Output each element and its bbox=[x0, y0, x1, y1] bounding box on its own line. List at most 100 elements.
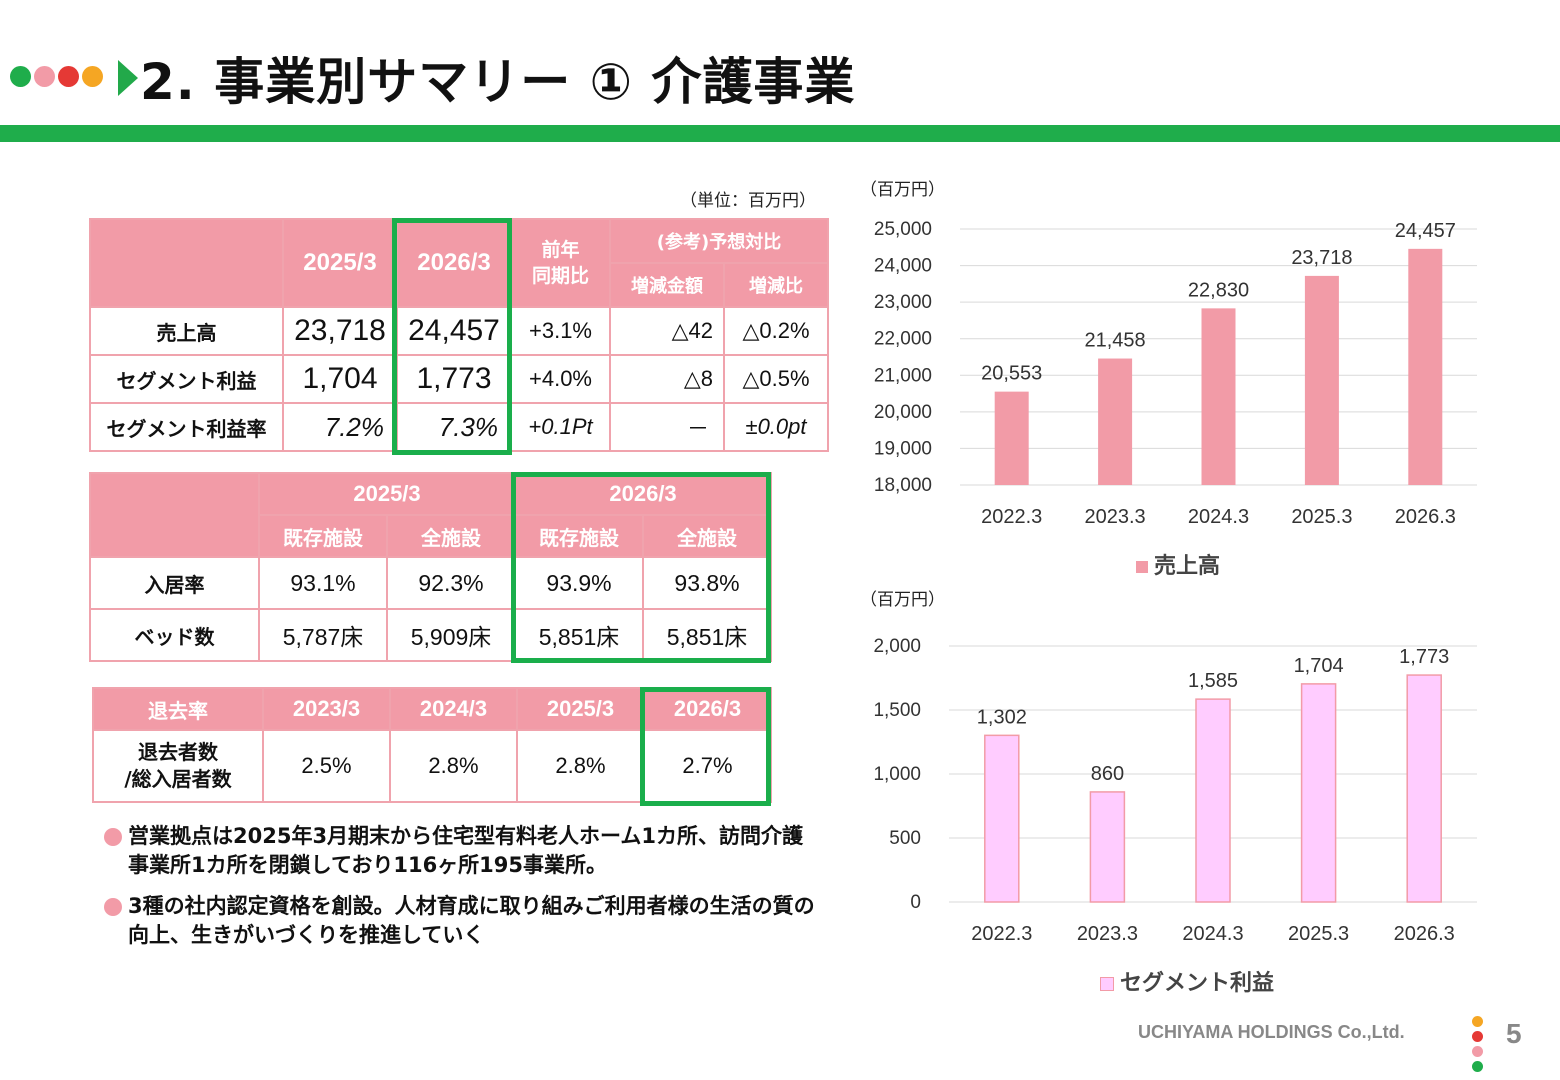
legend-swatch-icon bbox=[1100, 977, 1114, 991]
col-yoy: 前年 同期比 bbox=[510, 218, 611, 308]
bar bbox=[1408, 248, 1443, 485]
data-label: 1,585 bbox=[1188, 670, 1238, 692]
row-label: 売上高 bbox=[89, 306, 284, 356]
x-tick-label: 2025.3 bbox=[1291, 506, 1352, 528]
col-diff-ratio: 増減比 bbox=[722, 262, 830, 308]
value-cell: 2.8% bbox=[516, 729, 645, 803]
red-dot-icon bbox=[1472, 1031, 1483, 1042]
legend-swatch-icon bbox=[1136, 561, 1148, 573]
table-row: 退去者数 /総入居者数 2.5% 2.8% 2.8% 2.7% bbox=[92, 729, 772, 803]
value-cell: 93.8% bbox=[642, 556, 773, 610]
bar bbox=[1098, 358, 1133, 485]
x-tick-label: 2026.3 bbox=[1394, 923, 1455, 945]
company-name: UCHIYAMA HOLDINGS Co.,Ltd. bbox=[1138, 1022, 1405, 1042]
moveout-table: 退去率 2023/3 2024/3 2025/3 2026/3 退去者数 /総入… bbox=[92, 687, 772, 803]
value-cell: 2.8% bbox=[389, 729, 518, 803]
value-cell: +3.1% bbox=[510, 306, 611, 356]
bar bbox=[1089, 791, 1126, 903]
value-cell: 93.1% bbox=[258, 556, 388, 610]
y-tick-label: 19,000 bbox=[874, 438, 932, 459]
footer-dots bbox=[1472, 1016, 1484, 1074]
summary-table: 2025/3 2026/3 前年 同期比 (参考)予想対比 増減金額 増減比 売… bbox=[89, 218, 830, 452]
value-cell: △0.2% bbox=[722, 306, 830, 356]
y-tick-label: 500 bbox=[889, 828, 921, 849]
arrow-right-icon bbox=[118, 60, 138, 96]
chart-legend: 売上高 bbox=[1136, 548, 1220, 580]
sales-bar-chart: 18,000 19,000 20,000 21,000 22,000 23,000 24,0… bbox=[874, 219, 1477, 528]
col-2026: 2026/3 bbox=[514, 472, 773, 516]
value-cell: +4.0% bbox=[510, 354, 611, 404]
bullet-item: 営業拠点は2025年3月期末から住宅型有料老人ホーム1カ所、訪問介護事業所1カ所… bbox=[104, 822, 824, 880]
y-tick-label: 0 bbox=[910, 892, 921, 913]
y-tick-label: 24,000 bbox=[874, 256, 932, 277]
orange-dot-icon bbox=[1472, 1016, 1483, 1027]
col-year: 2023/3 bbox=[262, 687, 391, 731]
value-cell: 1,704 bbox=[282, 354, 398, 404]
col-2026: 2026/3 bbox=[396, 218, 512, 308]
value-cell: － bbox=[609, 402, 725, 452]
value-cell: ±0.0pt bbox=[722, 402, 830, 452]
bullet-dot-icon bbox=[104, 898, 122, 916]
profit-bar-chart: 0 500 1,000 1,500 2,000 1,302 2022.3 860 2023.3 1… bbox=[873, 636, 1477, 945]
value-cell: 5,851床 bbox=[642, 608, 773, 662]
data-label: 1,302 bbox=[977, 706, 1027, 728]
table-row: セグメント利益率 7.2% 7.3% +0.1Pt － ±0.0pt bbox=[89, 402, 830, 452]
pink-dot-icon bbox=[1472, 1046, 1483, 1057]
bar bbox=[1201, 308, 1236, 485]
col-year: 2025/3 bbox=[516, 687, 645, 731]
data-label: 23,718 bbox=[1291, 247, 1352, 269]
value-cell: 1,773 bbox=[396, 354, 512, 404]
col-2025: 2025/3 bbox=[282, 218, 398, 308]
value-cell: 24,457 bbox=[396, 306, 512, 356]
col-existing: 既存施設 bbox=[258, 514, 388, 558]
orange-dot-icon bbox=[82, 66, 103, 87]
row-label: セグメント利益率 bbox=[89, 402, 284, 452]
value-cell: 92.3% bbox=[385, 556, 517, 610]
y-tick-label: 2,000 bbox=[873, 636, 921, 657]
data-label: 24,457 bbox=[1395, 220, 1456, 242]
col-moveout-rate: 退去率 bbox=[92, 687, 264, 731]
value-cell: △0.5% bbox=[722, 354, 830, 404]
value-cell: 7.2% bbox=[282, 402, 398, 452]
bar bbox=[1406, 674, 1442, 903]
col-reference: (参考)予想対比 bbox=[608, 218, 830, 264]
x-tick-label: 2025.3 bbox=[1288, 923, 1349, 945]
bullet-item: 3種の社内認定資格を創設。人材育成に取り組みご利用者様の生活の質の向上、生きがい… bbox=[104, 892, 824, 950]
value-cell: 7.3% bbox=[396, 402, 512, 452]
x-tick-label: 2022.3 bbox=[981, 506, 1042, 528]
y-tick-label: 1,000 bbox=[873, 764, 921, 785]
col-existing: 既存施設 bbox=[514, 514, 645, 558]
x-tick-label: 2023.3 bbox=[1077, 923, 1138, 945]
y-tick-label: 1,500 bbox=[873, 700, 921, 721]
table-row: 売上高 23,718 24,457 +3.1% △42 △0.2% bbox=[89, 306, 830, 356]
table-row: セグメント利益 1,704 1,773 +4.0% △8 △0.5% bbox=[89, 354, 830, 404]
unit-label: （単位：百万円） bbox=[680, 191, 816, 211]
row-label: ベッド数 bbox=[89, 608, 260, 662]
occupancy-table: 2025/3 2026/3 既存施設 全施設 既存施設 全施設 入居率 93.1… bbox=[89, 472, 773, 662]
title-divider bbox=[0, 125, 1560, 142]
data-label: 860 bbox=[1091, 763, 1124, 785]
bar bbox=[994, 391, 1029, 485]
col-year: 2026/3 bbox=[643, 687, 772, 731]
data-label: 20,553 bbox=[981, 363, 1042, 385]
value-cell: 93.9% bbox=[514, 556, 645, 610]
value-cell: 5,909床 bbox=[385, 608, 517, 662]
bar bbox=[1195, 698, 1231, 903]
value-cell: +0.1Pt bbox=[510, 402, 611, 452]
green-dot-icon bbox=[10, 66, 31, 87]
value-cell: 5,787床 bbox=[258, 608, 388, 662]
x-tick-label: 2026.3 bbox=[1395, 506, 1456, 528]
legend-label: 売上高 bbox=[1154, 554, 1221, 579]
row-label: 入居率 bbox=[89, 556, 260, 610]
notes: 営業拠点は2025年3月期末から住宅型有料老人ホーム1カ所、訪問介護事業所1カ所… bbox=[104, 822, 824, 962]
data-label: 1,704 bbox=[1294, 655, 1344, 677]
row-label: セグメント利益 bbox=[89, 354, 284, 404]
data-label: 21,458 bbox=[1085, 330, 1146, 352]
x-tick-label: 2022.3 bbox=[971, 923, 1032, 945]
table-row: ベッド数 5,787床 5,909床 5,851床 5,851床 bbox=[89, 608, 773, 662]
bar bbox=[1304, 275, 1339, 485]
table-row: 入居率 93.1% 92.3% 93.9% 93.8% bbox=[89, 556, 773, 610]
x-tick-label: 2024.3 bbox=[1188, 506, 1249, 528]
value-cell: △42 bbox=[609, 306, 725, 356]
value-cell: 2.5% bbox=[262, 729, 391, 803]
